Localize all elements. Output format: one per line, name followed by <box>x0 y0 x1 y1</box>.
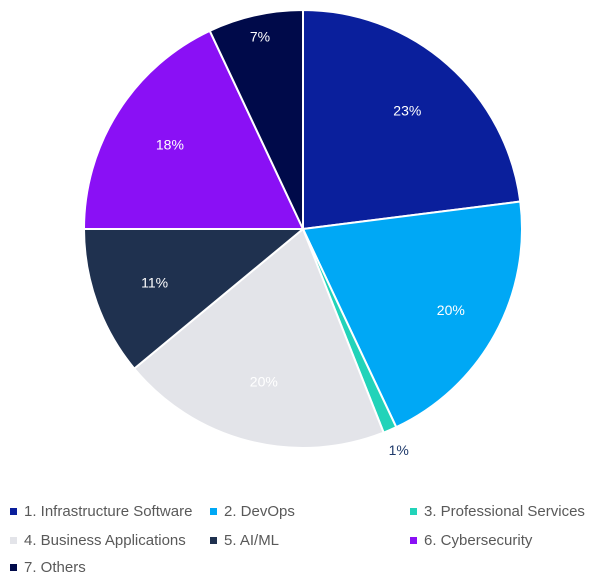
slice-label-professional-services: 1% <box>389 442 409 458</box>
legend-item-infrastructure-software: 1. Infrastructure Software <box>10 503 192 520</box>
pie-slice-devops <box>301 200 523 429</box>
pie-slice-ai-ml <box>82 228 306 371</box>
legend-label: 7. Others <box>24 559 86 576</box>
legend-item-cybersecurity: 6. Cybersecurity <box>410 532 532 549</box>
legend-swatch <box>410 537 417 544</box>
legend: 1. Infrastructure Software 2. DevOps 3. … <box>0 500 600 581</box>
legend-swatch <box>10 508 17 515</box>
slice-label-devops: 20% <box>437 302 465 318</box>
pie-slice-business-applications <box>132 227 385 449</box>
legend-swatch <box>410 508 417 515</box>
legend-swatch <box>10 564 17 571</box>
legend-item-business-applications: 4. Business Applications <box>10 532 186 549</box>
pie-slice-cybersecurity <box>82 29 305 230</box>
legend-item-professional-services: 3. Professional Services <box>410 503 585 520</box>
legend-label: 2. DevOps <box>224 503 295 520</box>
legend-label: 1. Infrastructure Software <box>24 503 193 520</box>
legend-label: 4. Business Applications <box>24 532 186 549</box>
slice-label-ai-ml: 11% <box>141 274 168 290</box>
legend-item-devops: 2. DevOps <box>210 503 295 520</box>
slice-label-infrastructure-software: 23% <box>393 103 421 119</box>
pie-slice-infrastructure-software <box>302 8 522 231</box>
pie-chart: 23% 20% 1% 20% 11% 18% 7% <box>82 8 523 458</box>
legend-label: 5. AI/ML <box>224 532 280 549</box>
legend-label: 6. Cybersecurity <box>424 532 533 549</box>
legend-swatch <box>210 508 217 515</box>
legend-item-others: 7. Others <box>10 559 86 576</box>
legend-item-ai-ml: 5. AI/ML <box>210 532 279 549</box>
slice-label-cybersecurity: 18% <box>156 137 184 153</box>
slice-label-others: 7% <box>250 29 270 45</box>
legend-swatch <box>10 537 17 544</box>
legend-label: 3. Professional Services <box>424 503 585 520</box>
legend-swatch <box>210 537 217 544</box>
pie-slice-others <box>208 8 304 230</box>
slice-label-business-applications: 20% <box>250 374 278 390</box>
